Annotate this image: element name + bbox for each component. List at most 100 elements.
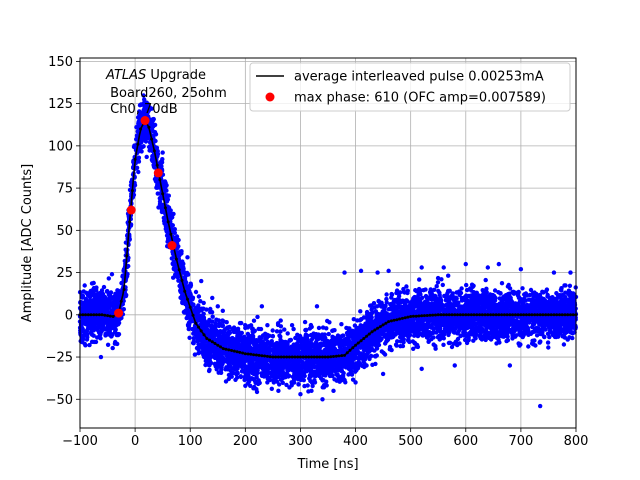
sample-point: [327, 320, 332, 325]
sample-point: [451, 341, 456, 346]
sample-point: [413, 288, 418, 293]
sample-point: [190, 340, 196, 346]
sample-point: [278, 324, 284, 329]
sample-point: [282, 327, 287, 332]
sample-point: [293, 335, 298, 341]
sample-point: [384, 292, 389, 297]
sample-point: [308, 322, 314, 328]
sample-point: [372, 354, 378, 359]
sample-point: [379, 304, 384, 309]
sample-point: [520, 330, 526, 336]
sample-point: [389, 335, 394, 340]
sample-point: [82, 341, 87, 346]
sample-point: [534, 291, 539, 297]
sample-point: [293, 348, 299, 354]
sample-point: [567, 283, 573, 288]
sample-point: [159, 160, 165, 165]
sample-point: [197, 343, 203, 349]
sample-point: [206, 319, 212, 324]
sample-point: [469, 332, 474, 337]
sample-point: [115, 341, 120, 347]
sample-point: [335, 333, 341, 338]
sample-point: [81, 289, 86, 294]
sample-point: [142, 97, 147, 102]
sample-point: [394, 343, 399, 348]
sample-point: [187, 335, 192, 340]
sample-point: [323, 373, 328, 378]
sample-point: [431, 326, 436, 331]
sample-point: [196, 294, 202, 299]
sample-point: [563, 283, 568, 288]
sample-points: [77, 93, 579, 409]
sample-point: [203, 362, 208, 368]
sample-point: [265, 323, 270, 328]
sample-point: [208, 306, 213, 312]
sample-point: [89, 332, 95, 337]
sample-point: [332, 377, 337, 382]
sample-point: [528, 287, 534, 293]
sample-point: [436, 301, 441, 307]
sample-point: [405, 338, 411, 343]
sample-point: [441, 342, 446, 347]
sample-point: [172, 230, 177, 235]
sample-point: [278, 318, 283, 323]
sample-point: [457, 292, 462, 298]
sample-point: [379, 349, 384, 354]
sample-point: [289, 323, 295, 328]
sample-point: [144, 154, 149, 160]
sample-point: [404, 298, 409, 303]
sample-point: [483, 277, 488, 283]
sample-point: [345, 332, 350, 337]
sample-point: [528, 297, 534, 302]
sample-point: [351, 317, 356, 322]
sample-point: [344, 325, 349, 331]
sample-point: [435, 275, 441, 281]
sample-point: [352, 323, 358, 328]
sample-point: [395, 282, 400, 287]
sample-point: [462, 337, 468, 343]
sample-point: [442, 293, 447, 299]
sample-point: [435, 325, 440, 331]
sample-point: [343, 380, 348, 385]
sample-point: [484, 286, 489, 291]
sample-point: [469, 293, 474, 298]
sample-point: [233, 377, 238, 382]
sample-point: [136, 169, 141, 175]
sample-point: [483, 337, 488, 343]
sample-point: [171, 211, 176, 217]
sample-point: [328, 370, 334, 375]
sample-point: [492, 288, 498, 293]
sample-point: [520, 286, 525, 291]
sample-point: [153, 132, 159, 137]
sample-point: [440, 317, 446, 322]
sample-point: [98, 336, 103, 341]
sample-point: [417, 277, 422, 282]
sample-point: [106, 276, 112, 281]
sample-point: [546, 345, 551, 350]
sample-point: [499, 281, 505, 286]
sample-point: [348, 371, 353, 376]
sample-point: [306, 348, 311, 353]
sample-point: [251, 318, 257, 323]
sample-point: [376, 342, 382, 348]
sample-point: [284, 382, 289, 388]
sample-point: [287, 338, 292, 343]
sample-point: [535, 295, 540, 300]
sample-point: [334, 372, 339, 377]
sample-point: [435, 280, 441, 285]
sample-point: [459, 286, 464, 291]
sample-point: [389, 295, 394, 300]
sample-point: [434, 284, 439, 289]
sample-point: [547, 334, 552, 340]
sample-point: [361, 348, 367, 353]
sample-point: [196, 351, 201, 356]
sample-point: [330, 334, 335, 339]
sample-point: [384, 300, 389, 305]
sample-point: [310, 383, 315, 389]
sample-point: [446, 273, 451, 278]
sample-point: [439, 277, 444, 282]
sample-point: [316, 325, 322, 331]
sample-point: [423, 293, 429, 299]
sample-point: [291, 326, 296, 332]
